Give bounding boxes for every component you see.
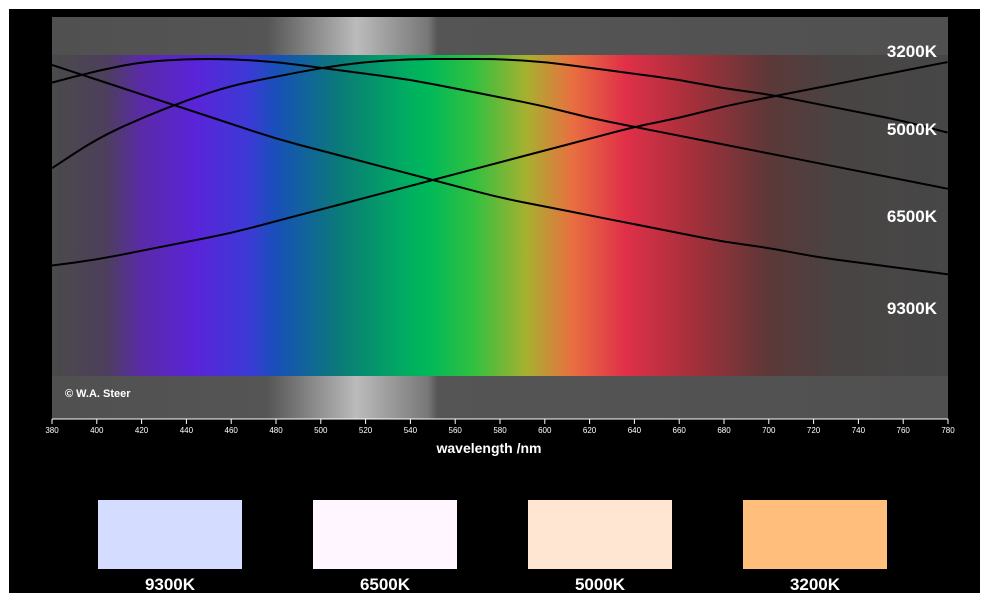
- swatch-label: 6500K: [359, 575, 411, 594]
- swatch-label: 5000K: [574, 575, 626, 594]
- x-tick-label: 420: [135, 426, 149, 435]
- spectrum-top-band: [52, 17, 948, 55]
- color-swatch-6500k: [313, 500, 457, 569]
- x-tick-label: 500: [314, 426, 328, 435]
- color-swatch-3200k: [743, 500, 887, 569]
- curves-group: [51, 57, 949, 276]
- x-tick-label: 560: [449, 426, 463, 435]
- x-tick-label: 600: [538, 426, 552, 435]
- x-tick-label: 740: [852, 426, 866, 435]
- x-tick-label: 400: [90, 426, 104, 435]
- x-tick-label: 480: [269, 426, 283, 435]
- x-tick-label: 760: [897, 426, 911, 435]
- x-tick-label: 520: [359, 426, 373, 435]
- x-tick-label: 640: [628, 426, 642, 435]
- spectrum-bottom-band: [52, 376, 948, 419]
- curve-label-3200k: 3200K: [887, 42, 938, 61]
- x-tick-label: 440: [180, 426, 194, 435]
- curve-label-9300k: 9300K: [887, 299, 938, 318]
- x-ticks-group: 380 400 420 440 460 480 500 520 540 560 580 600 620 6…: [45, 419, 955, 435]
- spectrum-chart: © W.A. Steer 3200K 5000K 6500K 9300K 380 400…: [45, 17, 955, 456]
- curve-labels-group: 3200K 5000K 6500K 9300K: [887, 42, 938, 318]
- x-tick-label: 380: [45, 426, 59, 435]
- color-swatch-9300k: [98, 500, 242, 569]
- chart-frame: © W.A. Steer 3200K 5000K 6500K 9300K 380 400…: [9, 9, 980, 594]
- x-tick-label: 700: [762, 426, 776, 435]
- x-tick-label: 780: [941, 426, 955, 435]
- curve-5000k: [51, 58, 949, 170]
- spectrum-band: [52, 55, 948, 376]
- swatch-label: 9300K: [144, 575, 196, 594]
- curve-3200k: [51, 60, 949, 267]
- x-tick-label: 720: [807, 426, 821, 435]
- x-tick-label: 620: [583, 426, 597, 435]
- copyright-text: © W.A. Steer: [65, 388, 131, 400]
- x-axis-label: wavelength /nm: [435, 440, 541, 456]
- x-tick-label: 660: [673, 426, 687, 435]
- x-tick-label: 680: [717, 426, 731, 435]
- color-swatch-5000k: [528, 500, 672, 569]
- x-tick-label: 540: [404, 426, 418, 435]
- x-tick-label: 460: [225, 426, 239, 435]
- x-tick-label: 580: [493, 426, 507, 435]
- curve-label-6500k: 6500K: [887, 207, 938, 226]
- curve-9300k: [51, 63, 949, 276]
- curve-6500k: [51, 57, 949, 190]
- curve-label-5000k: 5000K: [887, 120, 938, 139]
- swatch-label: 3200K: [789, 575, 841, 594]
